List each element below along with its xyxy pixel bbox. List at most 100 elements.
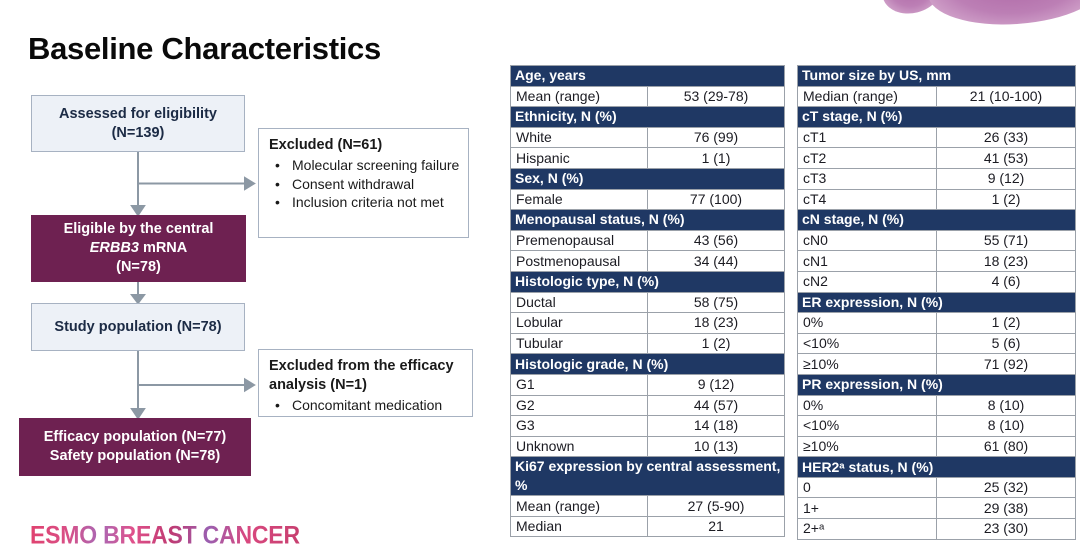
row-value: 1 (2) [936, 312, 1076, 334]
flow-box-text: ERBB3 mRNA [90, 239, 188, 258]
row-label: Ductal [510, 291, 648, 314]
table-row: 2+ᵃ 23 (30) [797, 518, 1076, 540]
row-value: 25 (32) [936, 476, 1076, 499]
flow-box-assessed: Assessed for eligibility (N=139) [31, 95, 245, 152]
row-label: Mean (range) [510, 495, 648, 517]
row-value: 1 (2) [647, 332, 785, 355]
table-row: 1+ 29 (38) [797, 497, 1076, 520]
row-label: G3 [510, 415, 648, 437]
table-row: G3 14 (18) [510, 415, 785, 437]
section-header: Ethnicity, N (%) [510, 106, 785, 128]
table-row: Postmenopausal 34 (44) [510, 250, 785, 272]
arrow-down-icon [130, 408, 146, 420]
row-label: Median [510, 515, 648, 538]
row-value: 10 (13) [647, 435, 785, 458]
row-value: 61 (80) [936, 435, 1076, 458]
row-label: Lobular [510, 312, 648, 334]
table-row: cT2 41 (53) [797, 147, 1076, 169]
section-header: ER expression, N (%) [797, 291, 1076, 314]
section-header-row: Ki67 expression by central assessment, % [510, 456, 785, 497]
flow-box-study-population: Study population (N=78) [31, 303, 245, 351]
section-header-row: Age, years [510, 65, 785, 87]
row-label: Postmenopausal [510, 250, 648, 272]
row-label: Female [510, 188, 648, 211]
table-row: Premenopausal 43 (56) [510, 229, 785, 252]
section-header: PR expression, N (%) [797, 373, 1076, 396]
section-header: Histologic grade, N (%) [510, 353, 785, 375]
section-header: HER2ᵃ status, N (%) [797, 456, 1076, 478]
slide-title: Baseline Characteristics [28, 30, 381, 66]
row-label: White [510, 126, 648, 149]
row-label: Tubular [510, 332, 648, 355]
characteristics-table: Age, years Mean (range) 53 (29-78) Ethnicit… [510, 65, 785, 538]
row-value: 5 (6) [936, 332, 1076, 355]
table-row: Mean (range) 53 (29-78) [510, 85, 785, 108]
row-label: ≥10% [797, 353, 937, 375]
table-row: cT1 26 (33) [797, 126, 1076, 149]
table-row: cT4 1 (2) [797, 188, 1076, 211]
excluded-bullet-list: Molecular screening failure Consent with… [269, 156, 459, 212]
row-value: 29 (38) [936, 497, 1076, 520]
section-header-row: HER2ᵃ status, N (%) [797, 456, 1076, 478]
table-row: Median 21 [510, 515, 785, 538]
table-row: <10% 8 (10) [797, 415, 1076, 437]
table-row: cN1 18 (23) [797, 250, 1076, 272]
flow-box-efficacy-safety: Efficacy population (N=77) Safety popula… [19, 418, 251, 476]
esmo-breast-cancer-logo: ESMO BREAST CANCER [30, 521, 300, 550]
row-value: 55 (71) [936, 229, 1076, 252]
row-label: <10% [797, 332, 937, 355]
table-row: 0% 1 (2) [797, 312, 1076, 334]
section-header-row: Histologic grade, N (%) [510, 353, 785, 375]
row-value: 27 (5-90) [647, 495, 785, 517]
characteristics-table: Tumor size by US, mm Median (range) 21 (10… [797, 65, 1076, 540]
table-row: cN2 4 (6) [797, 270, 1076, 293]
gene-name-italic: ERBB3 [89, 240, 139, 256]
row-label: Premenopausal [510, 229, 648, 252]
table-row: Hispanic 1 (1) [510, 147, 785, 169]
table-row: <10% 5 (6) [797, 332, 1076, 355]
flow-box-text: Safety population (N=78) [49, 448, 221, 464]
row-value: 1 (2) [936, 188, 1076, 211]
table-row: G2 44 (57) [510, 394, 785, 417]
flow-box-text: (N=78) [116, 259, 161, 275]
row-value: 41 (53) [936, 147, 1076, 169]
flow-box-excluded-efficacy: Excluded from the efficacy analysis (N=1… [258, 349, 473, 417]
row-value: 1 (1) [647, 147, 785, 169]
row-value: 18 (23) [936, 250, 1076, 272]
flow-box-text: (N=139) [111, 124, 165, 141]
row-label: 0 [797, 476, 937, 499]
table-row: ≥10% 71 (92) [797, 353, 1076, 375]
row-label: cT2 [797, 147, 937, 169]
row-label: G2 [510, 394, 648, 417]
row-value: 8 (10) [936, 415, 1076, 437]
excluded-bullet-list: Concomitant medication [269, 396, 442, 415]
row-label: <10% [797, 415, 937, 437]
row-value: 34 (44) [647, 250, 785, 272]
flow-box-eligible: Eligible by the central ERBB3 mRNA (N=78… [31, 215, 246, 282]
row-value: 14 (18) [647, 415, 785, 437]
section-header-row: Ethnicity, N (%) [510, 106, 785, 128]
section-header: Tumor size by US, mm [797, 65, 1076, 87]
row-value: 26 (33) [936, 126, 1076, 149]
flow-box-text: mRNA [142, 240, 188, 256]
bullet-item: Consent withdrawal [269, 175, 459, 194]
row-label: ≥10% [797, 435, 937, 458]
section-header: Sex, N (%) [510, 167, 785, 190]
table-row: Median (range) 21 (10-100) [797, 85, 1076, 108]
arrow-right-icon [244, 377, 256, 393]
row-label: 0% [797, 394, 937, 417]
section-header-row: Menopausal status, N (%) [510, 209, 785, 231]
row-value: 71 (92) [936, 353, 1076, 375]
baseline-table-left: Age, years Mean (range) 53 (29-78) Ethnicit… [510, 65, 785, 538]
bullet-item: Molecular screening failure [269, 156, 459, 175]
table-row: Female 77 (100) [510, 188, 785, 211]
row-label: Median (range) [797, 85, 937, 108]
row-label: cN2 [797, 270, 937, 293]
row-label: 2+ᵃ [797, 518, 937, 540]
table-row: ≥10% 61 (80) [797, 435, 1076, 458]
table-row: 0% 8 (10) [797, 394, 1076, 417]
section-header-row: Tumor size by US, mm [797, 65, 1076, 87]
section-header: Age, years [510, 65, 785, 87]
table-row: G1 9 (12) [510, 373, 785, 396]
